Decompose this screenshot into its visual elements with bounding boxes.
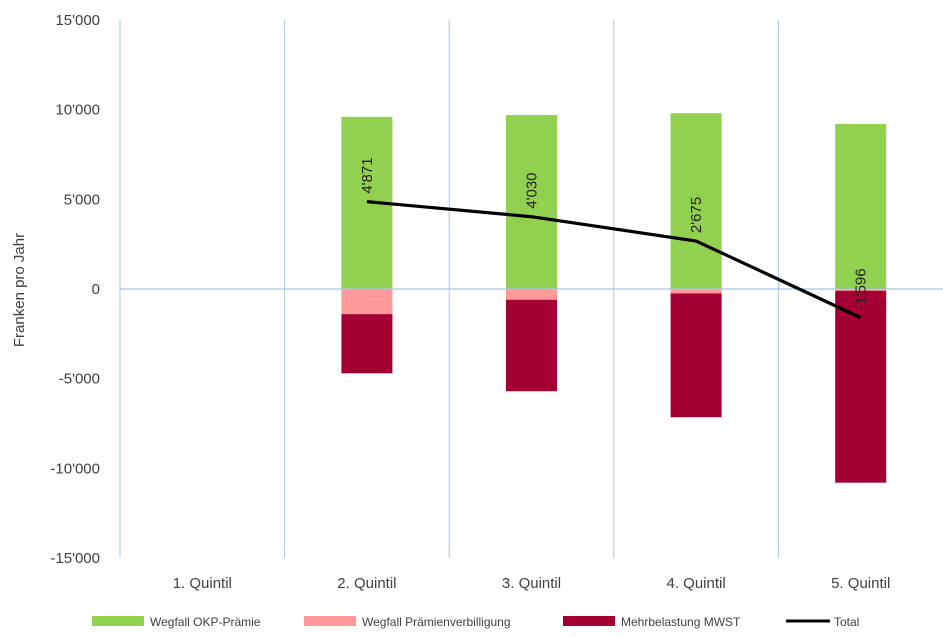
legend-label: Wegfall Prämienverbilligung — [362, 615, 511, 629]
bar-segment — [835, 124, 887, 289]
y-tick-label: 5'000 — [64, 191, 100, 208]
total-line-layer — [366, 200, 862, 320]
y-tick-label: 15'000 — [55, 12, 100, 29]
legend-swatch — [304, 616, 356, 626]
x-tick-label: 4. Quintil — [666, 575, 725, 592]
bar-segment — [341, 314, 393, 374]
bar-segment — [670, 113, 722, 290]
bar-segment — [835, 289, 887, 291]
total-line — [366, 200, 862, 320]
y-tick-label: 0 — [92, 281, 100, 298]
bar-segment — [670, 293, 722, 418]
bar-segment — [505, 115, 558, 290]
x-tick-label: 1. Quintil — [173, 575, 232, 592]
bar-segment — [835, 290, 887, 483]
y-tick-label: -15'000 — [50, 550, 100, 567]
legend-label: Wegfall OKP-Prämie — [150, 615, 261, 629]
x-tick-label: 5. Quintil — [831, 575, 890, 592]
y-axis-label: Franken pro Jahr — [11, 233, 28, 347]
y-tick-label: -10'000 — [50, 460, 100, 477]
x-tick-label: 2. Quintil — [337, 575, 396, 592]
data-label: 4'871 — [359, 157, 376, 193]
bar-segment — [341, 289, 393, 315]
bar-segment — [505, 289, 558, 300]
y-tick-label: -5'000 — [59, 371, 100, 388]
legend-swatch — [92, 616, 144, 626]
x-tick-label: 3. Quintil — [502, 575, 561, 592]
legend: Wegfall OKP-Prämie Wegfall Prämienverbill… — [92, 615, 859, 629]
bars — [341, 113, 887, 483]
y-tick-label: 10'000 — [55, 102, 100, 119]
legend-swatch — [563, 616, 615, 626]
data-label: 2'675 — [688, 197, 705, 233]
x-axis-ticks: 1. Quintil 2. Quintil 3. Quintil 4. Quintil… — [173, 575, 891, 592]
bar-segment — [670, 289, 722, 294]
data-labels: 4'871 4'030 2'675 -1'596 — [359, 157, 870, 309]
legend-label: Mehrbelastung MWST — [621, 615, 741, 629]
legend-label: Total — [834, 615, 859, 629]
bar-segment — [505, 299, 558, 392]
data-label: 4'030 — [524, 172, 541, 208]
y-axis-ticks: 15'000 10'000 5'000 0 -5'000 -10'000 -15'000 — [50, 12, 100, 567]
data-label: -1'596 — [853, 268, 870, 309]
axes — [119, 20, 943, 558]
